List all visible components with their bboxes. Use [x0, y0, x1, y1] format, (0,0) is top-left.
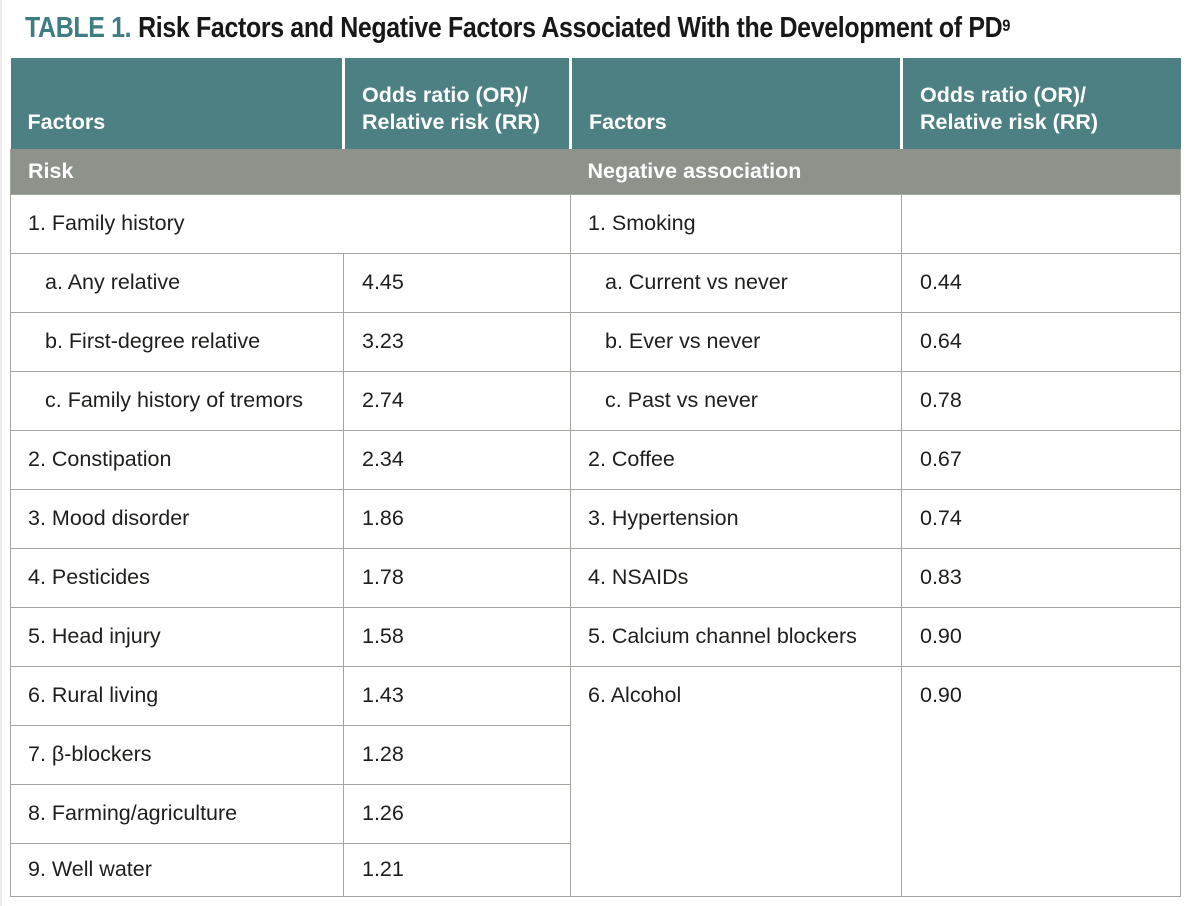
page-edge: [0, 0, 2, 906]
factor-cell: 3. Mood disorder: [10, 488, 344, 549]
factor-cell: 4. Pesticides: [10, 547, 344, 608]
table-row: c. Family history of tremors 2.74 c. Pas…: [10, 370, 1181, 431]
value-cell: 1.21: [343, 842, 571, 897]
value-cell: 0.90: [901, 665, 1181, 897]
factor-cell: 3. Hypertension: [570, 488, 902, 549]
value-cell: 0.64: [901, 311, 1181, 372]
factor-cell: 9. Well water: [10, 842, 344, 897]
value-cell: 3.23: [343, 311, 571, 372]
factor-cell: 8. Farming/agriculture: [10, 783, 344, 844]
header-odds-right: Odds ratio (OR)/ Relative risk (RR): [901, 58, 1181, 149]
section-header-row: Risk Negative association: [10, 149, 1181, 194]
value-cell: 2.34: [343, 429, 571, 490]
factor-cell: 6. Rural living: [10, 665, 344, 726]
value-cell: 2.74: [343, 370, 571, 431]
value-cell: 1.86: [343, 488, 571, 549]
factor-cell: a. Current vs never: [570, 252, 902, 313]
value-cell: 0.78: [901, 370, 1181, 431]
factor-cell: c. Family history of tremors: [10, 370, 344, 431]
table-row: b. First-degree relative 3.23 b. Ever vs…: [10, 311, 1181, 372]
factor-cell: b. Ever vs never: [570, 311, 902, 372]
section-negative-association: Negative association: [570, 149, 1181, 194]
factor-cell: 2. Constipation: [10, 429, 344, 490]
header-factors-right: Factors: [570, 58, 903, 149]
table-row: 1. Family history 1. Smoking: [10, 193, 1181, 254]
value-cell: 1.43: [343, 665, 571, 726]
risk-factors-table: Factors Odds ratio (OR)/ Relative risk (…: [10, 58, 1181, 897]
table-number: TABLE 1.: [25, 12, 132, 44]
table-row: a. Any relative 4.45 a. Current vs never…: [10, 252, 1181, 313]
table-row: 9. Well water 1.21: [10, 842, 1181, 897]
table-row: 4. Pesticides 1.78 4. NSAIDs 0.83: [10, 547, 1181, 608]
value-cell: 0.67: [901, 429, 1181, 490]
header-odds-left: Odds ratio (OR)/ Relative risk (RR): [343, 58, 572, 149]
table-row: 7. β-blockers 1.28: [10, 724, 1181, 785]
table-title-inner: TABLE 1. Risk Factors and Negative Factor…: [25, 13, 1010, 43]
table-row: 2. Constipation 2.34 2. Coffee 0.67: [10, 429, 1181, 490]
value-cell: 0.74: [901, 488, 1181, 549]
value-cell: 4.45: [343, 252, 571, 313]
factor-cell: 5. Head injury: [10, 606, 344, 667]
citation-superscript: 9: [1002, 16, 1011, 35]
factor-cell: 1. Family history: [10, 193, 571, 254]
value-cell: 0.44: [901, 252, 1181, 313]
factor-cell: 7. β-blockers: [10, 724, 344, 785]
factor-cell: c. Past vs never: [570, 370, 902, 431]
factor-cell: 1. Smoking: [570, 193, 902, 254]
value-cell: 1.78: [343, 547, 571, 608]
factor-cell: a. Any relative: [10, 252, 344, 313]
factor-cell: 4. NSAIDs: [570, 547, 902, 608]
table-row: 6. Rural living 1.43 6. Alcohol 0.90: [10, 665, 1181, 897]
factor-cell: 2. Coffee: [570, 429, 902, 490]
value-cell: [901, 193, 1181, 254]
value-cell: 1.26: [343, 783, 571, 844]
factor-cell: b. First-degree relative: [10, 311, 344, 372]
value-cell: 0.83: [901, 547, 1181, 608]
value-cell: 0.90: [901, 606, 1181, 667]
factor-cell: 6. Alcohol: [570, 665, 902, 897]
factor-cell: 5. Calcium channel blockers: [570, 606, 902, 667]
table-title: TABLE 1. Risk Factors and Negative Factor…: [25, 13, 1180, 48]
table-row: 3. Mood disorder 1.86 3. Hypertension 0.…: [10, 488, 1181, 549]
value-cell: 1.28: [343, 724, 571, 785]
column-header-row: Factors Odds ratio (OR)/ Relative risk (…: [10, 58, 1181, 149]
section-risk: Risk: [10, 149, 571, 194]
value-cell: 1.58: [343, 606, 571, 667]
table-caption: Risk Factors and Negative Factors Associ…: [138, 12, 1003, 44]
table-row: 5. Head injury 1.58 5. Calcium channel b…: [10, 606, 1181, 667]
header-factors-left: Factors: [10, 58, 345, 149]
